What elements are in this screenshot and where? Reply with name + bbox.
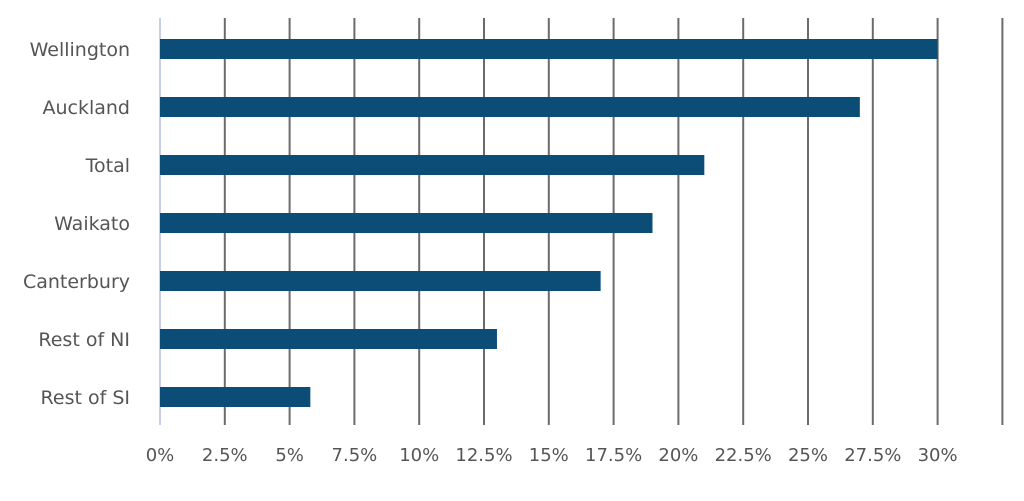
x-tick-label: 30% bbox=[918, 445, 958, 466]
x-tick-label: 5% bbox=[275, 445, 304, 466]
bar-rest-of-ni bbox=[160, 329, 497, 349]
bar-waikato bbox=[160, 213, 653, 233]
bar-rest-of-si bbox=[160, 387, 311, 407]
category-labels: Wellington Auckland Total Waikato Canterbury… bbox=[23, 39, 130, 409]
bar-total bbox=[160, 155, 705, 175]
category-label: Rest of NI bbox=[38, 329, 130, 351]
category-label: Waikato bbox=[54, 213, 130, 235]
x-tick-label: 15% bbox=[529, 445, 569, 466]
x-tick-label: 25% bbox=[788, 445, 828, 466]
x-tick-label: 2.5% bbox=[202, 445, 248, 466]
bar-canterbury bbox=[160, 271, 601, 291]
x-tick-label: 17.5% bbox=[585, 445, 642, 466]
category-label: Auckland bbox=[42, 97, 130, 119]
x-tick-label: 7.5% bbox=[332, 445, 378, 466]
x-tick-label: 22.5% bbox=[715, 445, 772, 466]
category-label: Rest of SI bbox=[41, 387, 130, 409]
bar-auckland bbox=[160, 97, 860, 117]
x-tick-label: 27.5% bbox=[844, 445, 901, 466]
x-tick-label: 12.5% bbox=[455, 445, 512, 466]
category-label: Wellington bbox=[30, 39, 130, 61]
category-label: Total bbox=[85, 155, 130, 177]
bar-wellington bbox=[160, 39, 938, 59]
x-tick-label: 10% bbox=[399, 445, 439, 466]
category-label: Canterbury bbox=[23, 271, 130, 293]
x-tick-label: 20% bbox=[658, 445, 698, 466]
x-tick-labels: 0% 2.5% 5% 7.5% 10% 12.5% 15% 17.5% 20% 22.5% 25% 2… bbox=[146, 445, 958, 466]
bars bbox=[160, 39, 938, 407]
x-tick-label: 0% bbox=[146, 445, 175, 466]
